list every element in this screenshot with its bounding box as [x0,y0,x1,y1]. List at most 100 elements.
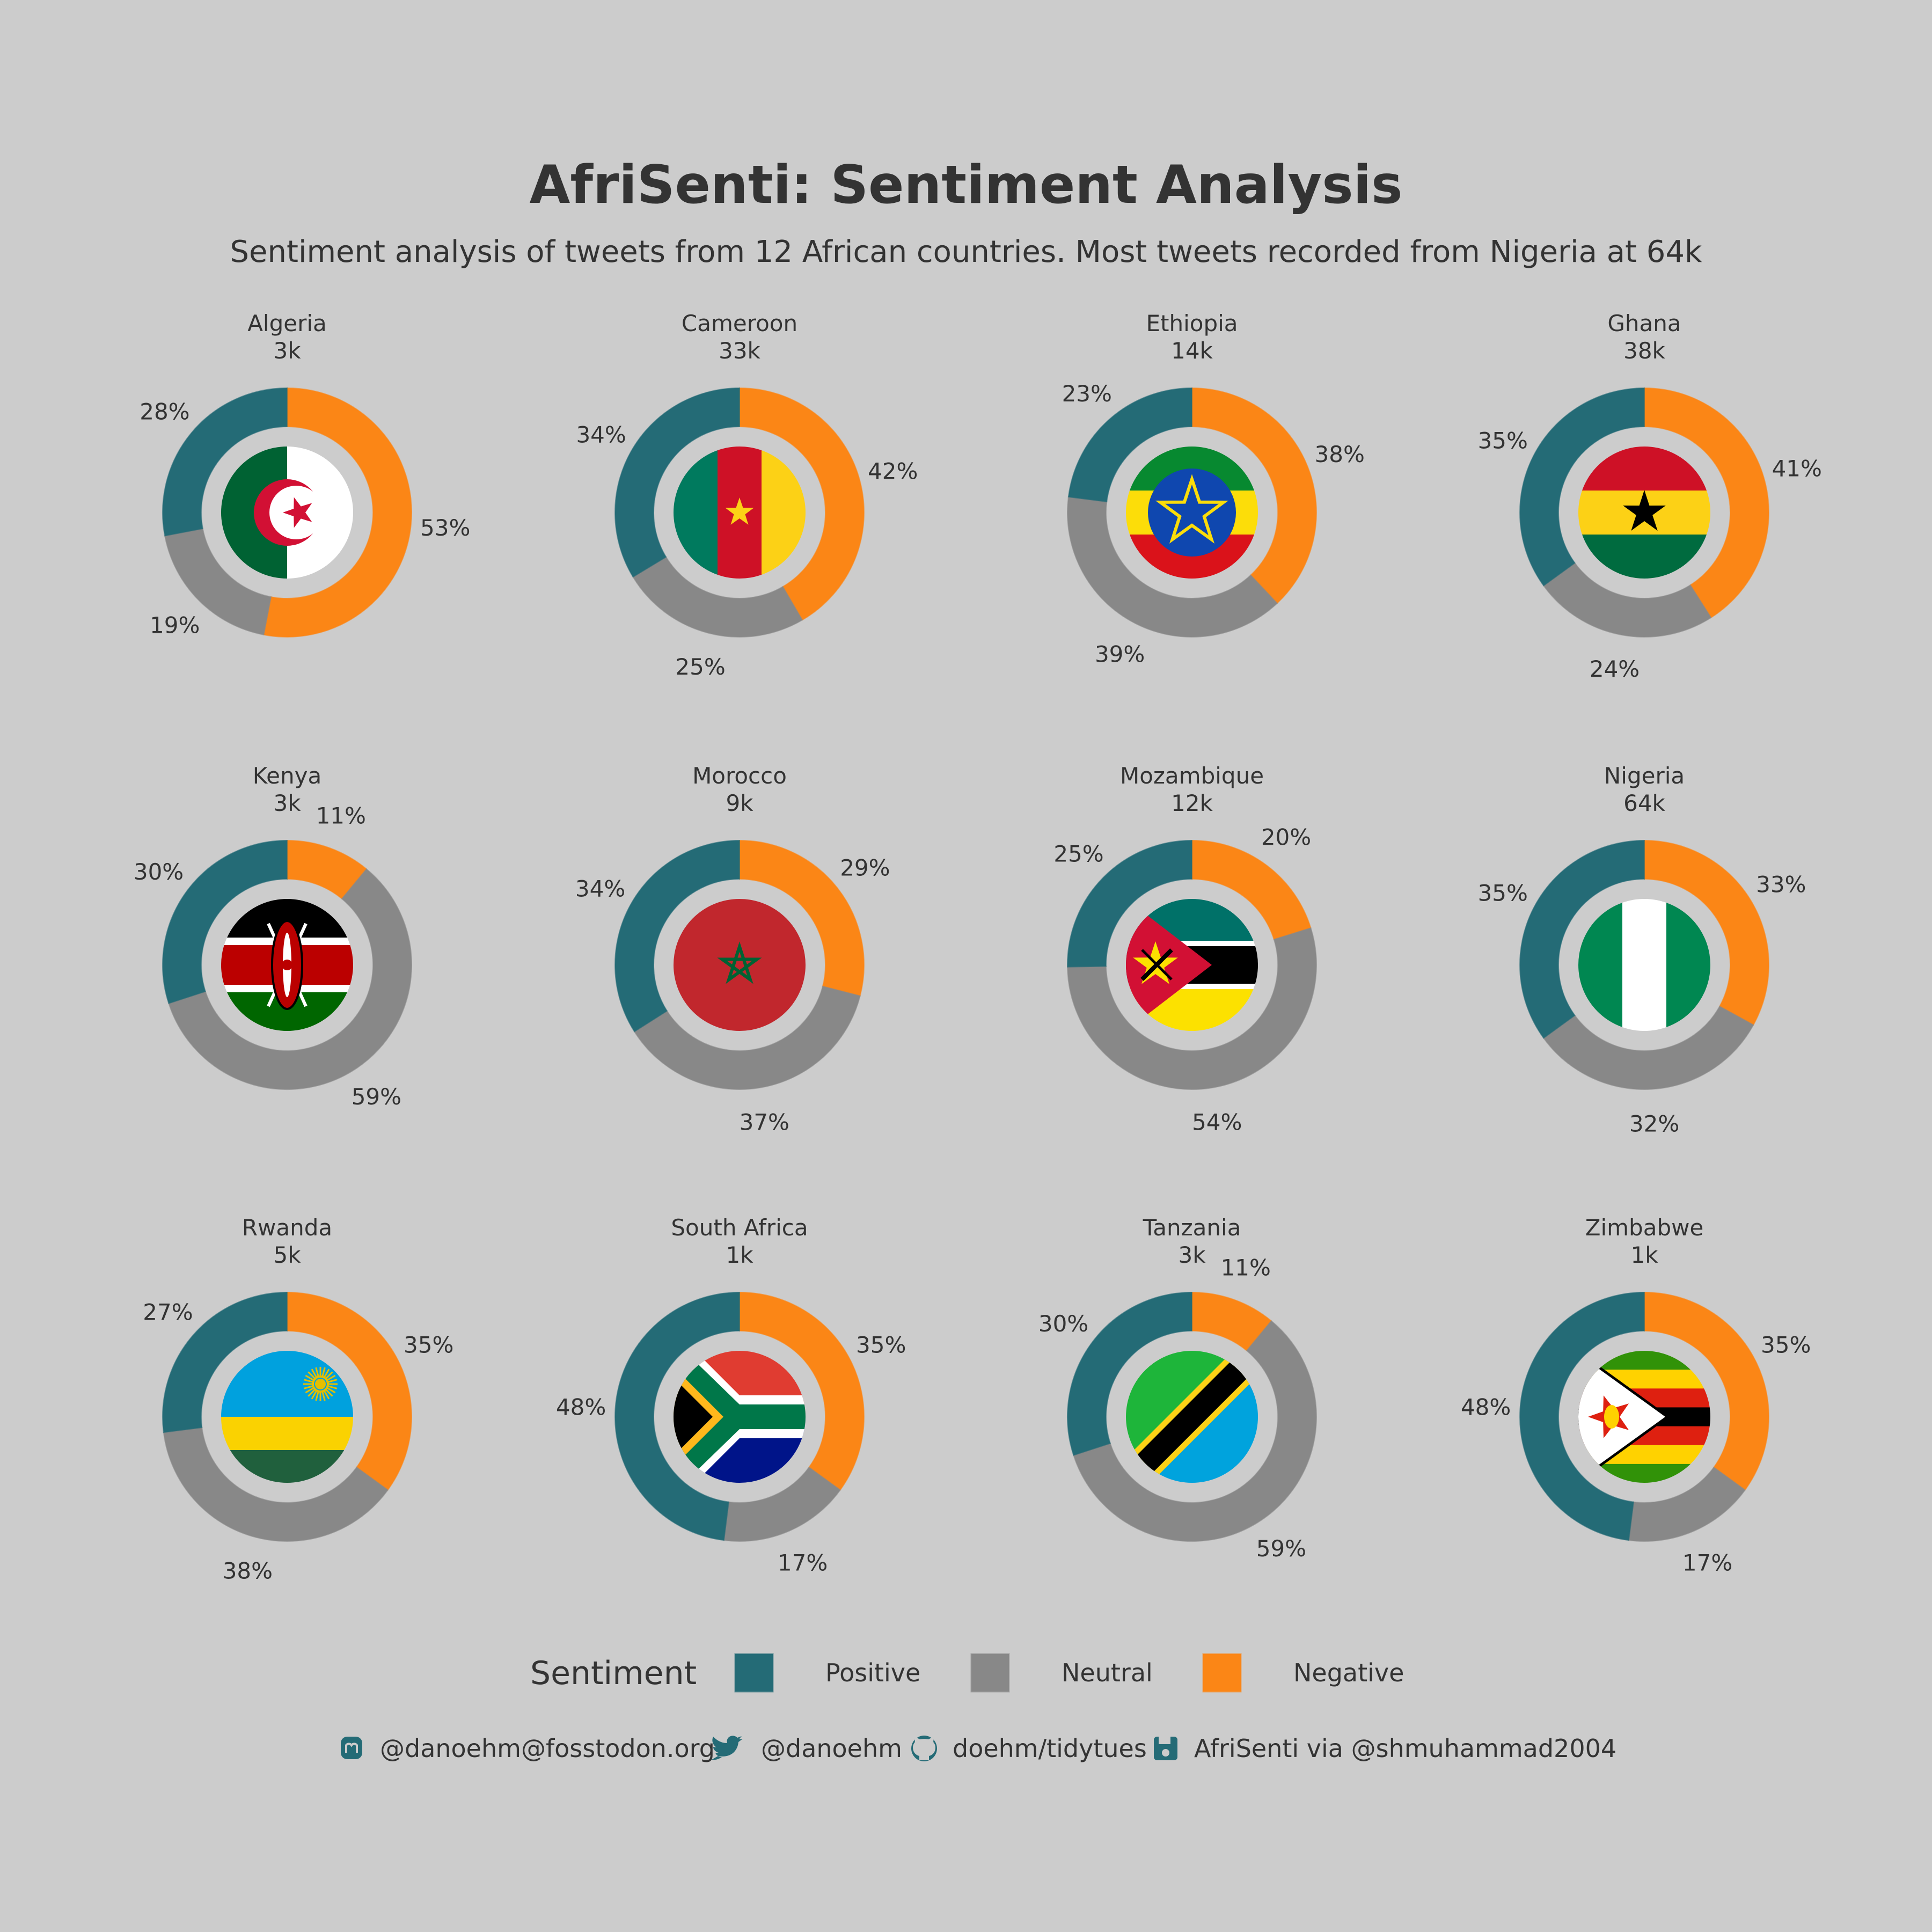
arc-negative [739,387,865,621]
arc-neutral [1073,1320,1317,1542]
pct-label-neutral: 32% [1629,1110,1679,1137]
pct-label-negative: 35% [856,1332,906,1358]
pct-label-positive: 25% [1053,840,1103,867]
flag-part [1578,447,1710,491]
sun-ray [303,1379,313,1383]
pentagram-icon [1155,474,1229,544]
arc-positive [1067,839,1192,968]
pct-label-positive: 23% [1062,380,1112,407]
sun-ray [327,1385,338,1389]
github-icon [911,1736,937,1761]
triangle [1126,899,1212,1031]
arc-neutral [633,985,861,1090]
legend-swatch-positive [734,1653,774,1693]
country-label: Cameroon [682,310,797,336]
flag-mozambique [1126,899,1258,1031]
pct-label-neutral: 59% [352,1084,401,1110]
flag-part [674,899,806,1031]
pct-label-neutral: 25% [675,654,725,680]
arc-negative [1191,387,1317,604]
arc-positive [1067,387,1192,503]
arc-positive [614,387,740,578]
country-label: Ethiopia [1146,310,1238,336]
pct-label-neutral: 24% [1590,656,1640,682]
pct-label-neutral: 54% [1192,1109,1242,1135]
tweet-count-label: 1k [1630,1242,1658,1268]
arc-positive [1067,1291,1192,1456]
stripe [1578,1351,1710,1370]
stripe [1578,1463,1710,1483]
pct-label-negative: 35% [1761,1332,1811,1358]
mastodon-icon [341,1737,362,1759]
flag-tanzania [1126,1351,1258,1483]
country-label: Kenya [253,763,322,789]
sun-ray [311,1368,318,1378]
tweet-count-label: 1k [726,1242,753,1268]
flag-rwanda [221,1351,353,1483]
pct-label-positive: 35% [1478,880,1528,906]
legend-swatch-neutral [970,1653,1010,1693]
pct-label-positive: 30% [1038,1311,1088,1337]
country-label: Tanzania [1143,1214,1241,1241]
tweet-count-label: 5k [273,1242,301,1268]
tweet-count-label: 64k [1623,790,1665,816]
arc-negative [739,1291,865,1491]
tweet-count-label: 9k [726,790,753,816]
flag-kenya [221,899,353,1031]
country-label: South Africa [671,1214,808,1241]
emblem-disc [1148,469,1236,557]
flag-part [1666,899,1710,1031]
legend-title: Sentiment [530,1655,697,1692]
star-icon [1623,490,1666,531]
black-band [1126,1351,1258,1483]
sun-ray [308,1388,316,1397]
flag-nigeria [1578,899,1710,1031]
pct-label-negative: 41% [1772,455,1822,481]
arc-negative [739,839,865,997]
flag-ethiopia [1126,447,1258,579]
arc-positive [1519,1291,1645,1541]
caption: @danoehm@fosstodon.org @danoehm doehm/tidy… [341,1734,1616,1763]
arc-positive [162,839,288,1004]
arc-positive [1519,839,1645,1039]
pct-label-positive: 48% [556,1394,606,1420]
pct-label-negative: 53% [420,515,470,541]
flag-part [315,1379,326,1389]
chart-title: AfriSenti: Sentiment Analysis [529,155,1402,216]
arc-neutral [1542,1005,1754,1090]
pct-label-negative: 29% [840,855,890,881]
flag-morocco [674,899,806,1031]
arc-negative [287,1291,412,1491]
arc-neutral [1067,496,1278,638]
pct-label-neutral: 19% [150,612,200,638]
sun-ray [326,1387,336,1394]
arc-negative [1644,387,1769,619]
sun-ray [325,1388,333,1397]
arc-positive [614,1291,740,1541]
sun-ray [305,1374,314,1381]
arc-negative [1644,1291,1769,1491]
country-label: Zimbabwe [1585,1214,1704,1241]
caption-text: @danoehm [761,1734,902,1763]
caption-text: @danoehm@fosstodon.org [380,1734,715,1763]
legend-label-negative: Negative [1293,1658,1404,1687]
arc-negative [1644,839,1769,1026]
country-label: Nigeria [1604,763,1685,789]
sun-ray [325,1371,333,1380]
pct-label-negative: 35% [404,1332,453,1358]
sun-ray [327,1379,338,1383]
sun-ray [315,1391,319,1401]
star-icon [283,497,312,528]
sun-ray [326,1374,336,1381]
tweet-count-label: 38k [1623,338,1665,364]
sun-ray [323,1368,330,1378]
